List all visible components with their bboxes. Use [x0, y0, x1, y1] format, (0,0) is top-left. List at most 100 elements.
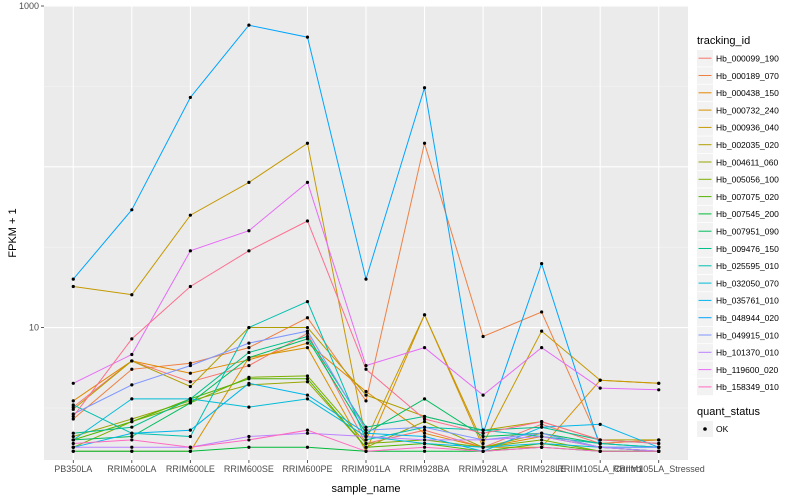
data-point: [71, 431, 75, 435]
data-point: [247, 405, 251, 409]
legend-label: Hb_002035_020: [716, 140, 779, 150]
x-tick-label: RRIIM105LA_Stressed: [613, 464, 705, 474]
data-point: [188, 401, 192, 405]
legend2-title: quant_status: [697, 406, 760, 418]
data-point: [247, 445, 251, 449]
data-point: [481, 431, 485, 435]
data-point: [305, 374, 310, 378]
y-tick-label: 10: [29, 323, 39, 333]
data-point: [247, 341, 251, 345]
x-tick-label: RRIM600SE: [224, 464, 274, 474]
data-point: [188, 384, 192, 389]
legend-label: Hb_101370_010: [716, 348, 779, 358]
data-point: [481, 434, 485, 439]
data-point: [188, 95, 192, 100]
data-point: [540, 434, 544, 439]
data-point: [305, 445, 310, 449]
data-point: [422, 434, 427, 439]
data-point: [598, 441, 602, 446]
data-point: [188, 397, 192, 401]
legend-label: Hb_032050_070: [716, 278, 779, 288]
data-point: [422, 445, 427, 449]
data-point: [247, 438, 251, 442]
data-point: [71, 449, 75, 453]
data-point: [188, 213, 192, 217]
legend-quant-status: quant_status OK: [697, 406, 760, 437]
legend-label: Hb_119600_020: [716, 365, 779, 375]
data-point: [422, 431, 427, 435]
data-point: [422, 449, 427, 453]
legend-label: Hb_007951_090: [716, 227, 779, 237]
data-point: [305, 299, 310, 304]
data-point: [364, 363, 368, 368]
legend-label: Hb_007545_200: [716, 209, 779, 219]
data-point: [481, 438, 485, 442]
data-point: [422, 397, 427, 401]
data-point: [130, 383, 134, 387]
data-point: [364, 389, 368, 394]
data-points: [71, 23, 661, 453]
data-point: [305, 377, 310, 381]
data-point: [540, 422, 544, 426]
data-point: [130, 293, 134, 297]
legend-label: Hb_035761_010: [716, 296, 779, 306]
data-point: [540, 438, 544, 442]
data-point: [188, 428, 192, 432]
data-point: [305, 141, 310, 145]
data-point: [598, 438, 602, 442]
x-tick-label: PB350LA: [54, 464, 92, 474]
data-point: [481, 393, 485, 397]
data-point: [422, 86, 427, 90]
legend-label: Hb_000732_240: [716, 105, 779, 115]
data-point: [305, 397, 310, 401]
data-point: [130, 425, 134, 429]
legend2-key-point: [703, 427, 707, 431]
data-point: [247, 229, 251, 233]
data-point: [305, 393, 310, 397]
data-point: [188, 361, 192, 365]
data-point: [598, 449, 602, 453]
data-point: [71, 407, 75, 411]
data-point: [364, 431, 368, 435]
data-point: [247, 180, 251, 184]
legend-label: Hb_004611_060: [716, 157, 779, 167]
data-point: [71, 403, 75, 407]
legend-label: Hb_049915_010: [716, 330, 779, 340]
data-point: [130, 445, 134, 449]
data-point: [130, 352, 134, 357]
x-tick-label: RRIM928LE: [517, 464, 566, 474]
data-point: [540, 445, 544, 449]
data-point: [657, 449, 661, 453]
data-point: [188, 434, 192, 439]
data-point: [247, 23, 251, 27]
data-point: [598, 386, 602, 390]
data-point: [305, 325, 310, 330]
data-point: [71, 277, 75, 281]
data-point: [305, 35, 310, 39]
data-point: [305, 329, 310, 333]
data-point: [540, 419, 544, 424]
data-point: [364, 438, 368, 442]
data-point: [364, 367, 368, 371]
x-axis-title: sample_name: [331, 483, 400, 495]
data-point: [188, 249, 192, 253]
data-point: [130, 337, 134, 341]
data-point: [364, 425, 368, 429]
data-point: [305, 431, 310, 435]
data-point: [305, 380, 310, 384]
data-point: [481, 449, 485, 453]
data-point: [598, 422, 602, 426]
legend-label: Hb_000438_150: [716, 88, 779, 98]
y-tick-label: 1000: [19, 1, 39, 11]
data-point: [657, 381, 661, 385]
legend2-label: OK: [716, 424, 729, 434]
y-axis-title: FPKM + 1: [7, 208, 19, 257]
data-point: [130, 208, 134, 212]
data-point: [422, 441, 427, 446]
data-point: [364, 277, 368, 281]
data-point: [305, 316, 310, 320]
data-point: [130, 431, 134, 435]
data-point: [247, 356, 251, 360]
data-point: [247, 346, 251, 350]
legend-label: Hb_000936_040: [716, 123, 779, 133]
